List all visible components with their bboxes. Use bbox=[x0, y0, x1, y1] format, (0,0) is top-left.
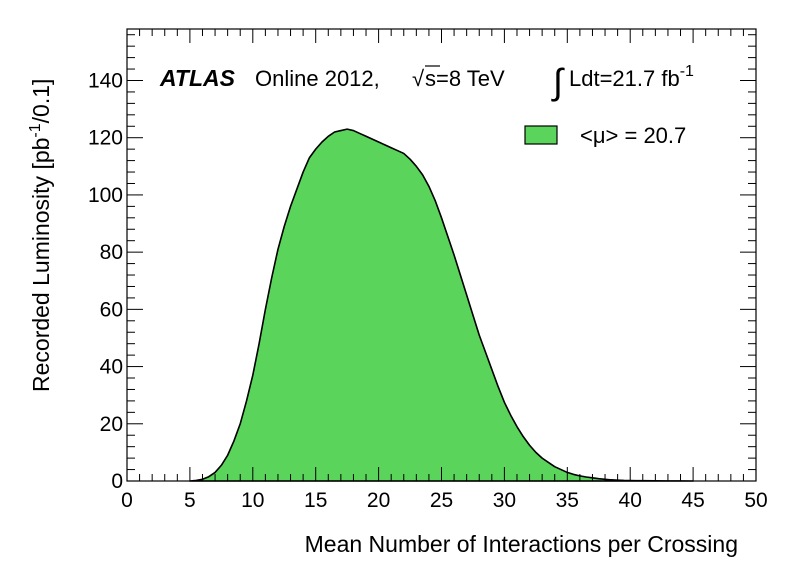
luminosity-area bbox=[189, 128, 694, 482]
axis-ticks bbox=[126, 29, 757, 482]
y-axis-title: Recorded Luminosity [pb-1/0.1] bbox=[27, 79, 54, 392]
x-tick-label: 50 bbox=[744, 489, 767, 512]
x-tick-label: 10 bbox=[241, 489, 264, 512]
y-axis-title-main: Recorded Luminosity [pb bbox=[28, 138, 54, 392]
y-tick-label: 0 bbox=[111, 470, 123, 493]
x-tick-label: 15 bbox=[304, 489, 327, 512]
y-axis-title-tail: /0.1] bbox=[28, 79, 54, 124]
x-tick-label: 40 bbox=[619, 489, 642, 512]
atlas-label: ATLAS bbox=[159, 65, 236, 91]
y-tick-label: 120 bbox=[88, 127, 123, 150]
y-tick-label: 20 bbox=[100, 413, 123, 436]
plot-area bbox=[189, 128, 694, 482]
x-axis-title: Mean Number of Interactions per Crossing bbox=[305, 531, 738, 557]
x-tick-label: 45 bbox=[681, 489, 704, 512]
x-tick-label: 0 bbox=[121, 489, 133, 512]
axis-tick-labels: 0 5 10 15 20 25 30 35 40 45 50 0 20 40 60 80 100 120 140 bbox=[88, 69, 768, 512]
lumi-label: Ldt=21.7 fb-1 bbox=[569, 63, 694, 91]
sqrt-symbol: √ bbox=[412, 66, 425, 91]
y-tick-label: 100 bbox=[88, 184, 123, 207]
y-tick-label: 60 bbox=[100, 298, 123, 321]
y-tick-label: 40 bbox=[100, 356, 123, 379]
y-axis-title-sup: -1 bbox=[27, 123, 44, 137]
x-tick-label: 20 bbox=[367, 489, 390, 512]
legend-label: <μ> = 20.7 bbox=[580, 123, 686, 148]
legend-swatch bbox=[524, 125, 558, 145]
x-tick-label: 5 bbox=[184, 489, 196, 512]
x-tick-label: 30 bbox=[493, 489, 516, 512]
lumi-main: Ldt=21.7 fb bbox=[569, 66, 680, 91]
x-tick-label: 35 bbox=[556, 489, 579, 512]
y-tick-label: 140 bbox=[88, 69, 123, 92]
integral-symbol: ∫ bbox=[551, 61, 565, 102]
status-label: Online 2012, bbox=[255, 66, 380, 91]
y-tick-label: 80 bbox=[100, 241, 123, 264]
x-tick-label: 25 bbox=[430, 489, 453, 512]
lumi-sup: -1 bbox=[680, 63, 694, 80]
energy-label: s=8 TeV bbox=[425, 66, 505, 91]
